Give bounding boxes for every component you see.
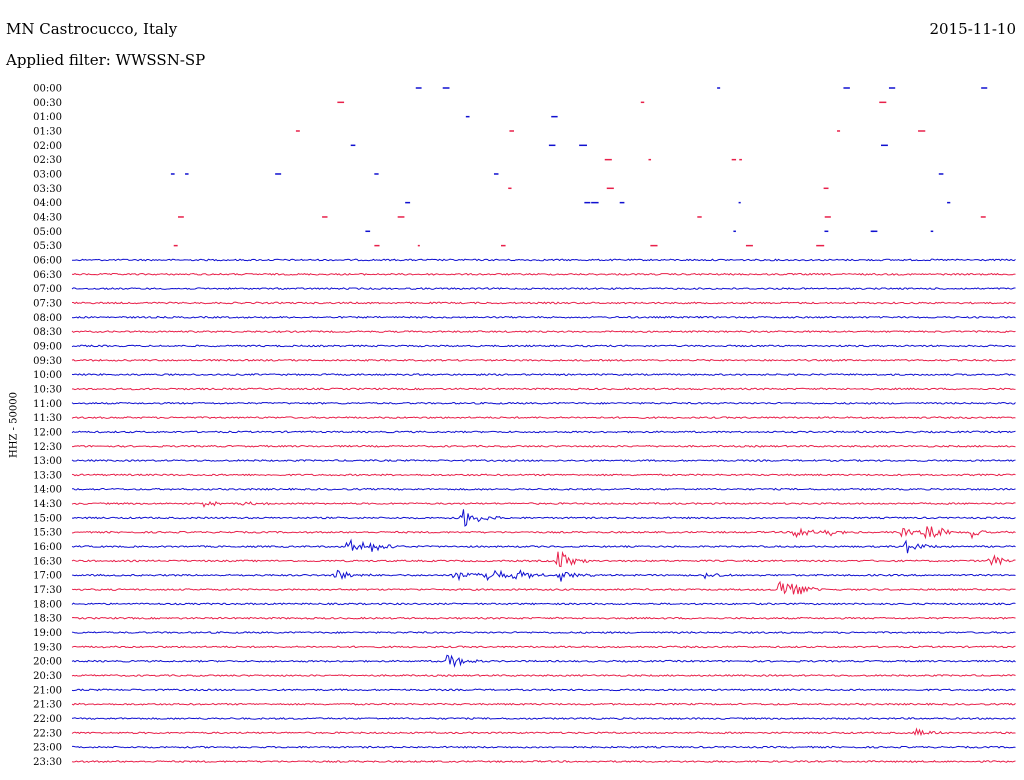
trace-line [71, 387, 1016, 391]
trace-line [71, 444, 1016, 448]
trace-line [71, 373, 1016, 377]
row-label: 02:30 [33, 155, 62, 166]
trace-line [71, 688, 1016, 692]
row-label: 08:00 [33, 313, 62, 324]
trace-line [71, 727, 1016, 737]
trace-line [71, 258, 1016, 262]
row-label: 08:30 [33, 327, 62, 338]
row-label: 06:00 [33, 255, 62, 266]
trace-line [71, 760, 1016, 763]
trace-line [71, 702, 1016, 706]
row-label: 15:30 [33, 528, 62, 539]
row-label: 23:30 [33, 757, 62, 768]
trace-line [71, 500, 1016, 508]
row-label: 21:00 [33, 685, 62, 696]
row-label: 12:00 [33, 427, 62, 438]
row-label: 14:30 [33, 499, 62, 510]
row-label: 15:00 [33, 513, 62, 524]
row-label: 13:30 [33, 470, 62, 481]
row-label: 12:30 [33, 442, 62, 453]
row-label: 16:30 [33, 556, 62, 567]
trace-line [71, 674, 1016, 677]
trace-line [71, 459, 1016, 462]
trace-line [71, 473, 1016, 477]
trace-line [71, 538, 1016, 554]
row-label: 01:30 [33, 126, 62, 137]
trace-line [71, 330, 1016, 334]
row-label: 20:00 [33, 657, 62, 668]
station-title: MN Castrocucco, Italy [6, 20, 178, 38]
row-label: 20:30 [33, 671, 62, 682]
row-label: 05:30 [33, 241, 62, 252]
row-label: 06:30 [33, 270, 62, 281]
row-label: 18:00 [33, 599, 62, 610]
trace-line [71, 301, 1016, 305]
trace-line [71, 654, 1016, 668]
trace-line [71, 580, 1016, 595]
trace-line [71, 487, 1016, 491]
row-label: 23:00 [33, 743, 62, 754]
row-label: 19:30 [33, 642, 62, 653]
row-label: 00:00 [33, 84, 62, 95]
row-label: 14:00 [33, 485, 62, 496]
row-label: 07:00 [33, 284, 62, 295]
row-label: 04:00 [33, 198, 62, 209]
trace-line [71, 602, 1016, 606]
trace-line [71, 344, 1016, 348]
row-label: 02:00 [33, 141, 62, 152]
trace-line [71, 645, 1016, 649]
row-label: 09:30 [33, 356, 62, 367]
row-label: 13:00 [33, 456, 62, 467]
trace-line [71, 745, 1016, 749]
trace-line [71, 358, 1016, 362]
row-label: 09:00 [33, 341, 62, 352]
trace-line [71, 616, 1016, 620]
trace-line [71, 287, 1016, 291]
row-label: 03:00 [33, 169, 62, 180]
row-label: 10:30 [33, 384, 62, 395]
row-label: 00:30 [33, 98, 62, 109]
row-label: 01:00 [33, 112, 62, 123]
trace-line [71, 550, 1016, 568]
row-label: 17:00 [33, 571, 62, 582]
trace-line [71, 401, 1016, 405]
row-label: 11:30 [33, 413, 62, 424]
trace-line [71, 416, 1016, 420]
row-label: 05:00 [33, 227, 62, 238]
trace-line [71, 509, 1016, 527]
row-label: 17:30 [33, 585, 62, 596]
trace-line [71, 272, 1016, 276]
row-label: 04:30 [33, 212, 62, 223]
row-label: 03:30 [33, 184, 62, 195]
filter-label: Applied filter: WWSSN-SP [6, 51, 206, 69]
row-label: 07:30 [33, 298, 62, 309]
row-label: 18:30 [33, 614, 62, 625]
trace-line [71, 526, 1016, 540]
row-label: 16:00 [33, 542, 62, 553]
row-label: 19:00 [33, 628, 62, 639]
row-label: 22:30 [33, 728, 62, 739]
trace-line [71, 569, 1016, 582]
row-label: 21:30 [33, 700, 62, 711]
trace-line [71, 315, 1016, 319]
trace-line [71, 631, 1016, 634]
row-label: 22:00 [33, 714, 62, 725]
trace-line [71, 717, 1016, 720]
row-label: 10:00 [33, 370, 62, 381]
row-label: 11:00 [33, 399, 62, 410]
trace-line [71, 430, 1016, 434]
date-label: 2015-11-10 [929, 20, 1016, 38]
